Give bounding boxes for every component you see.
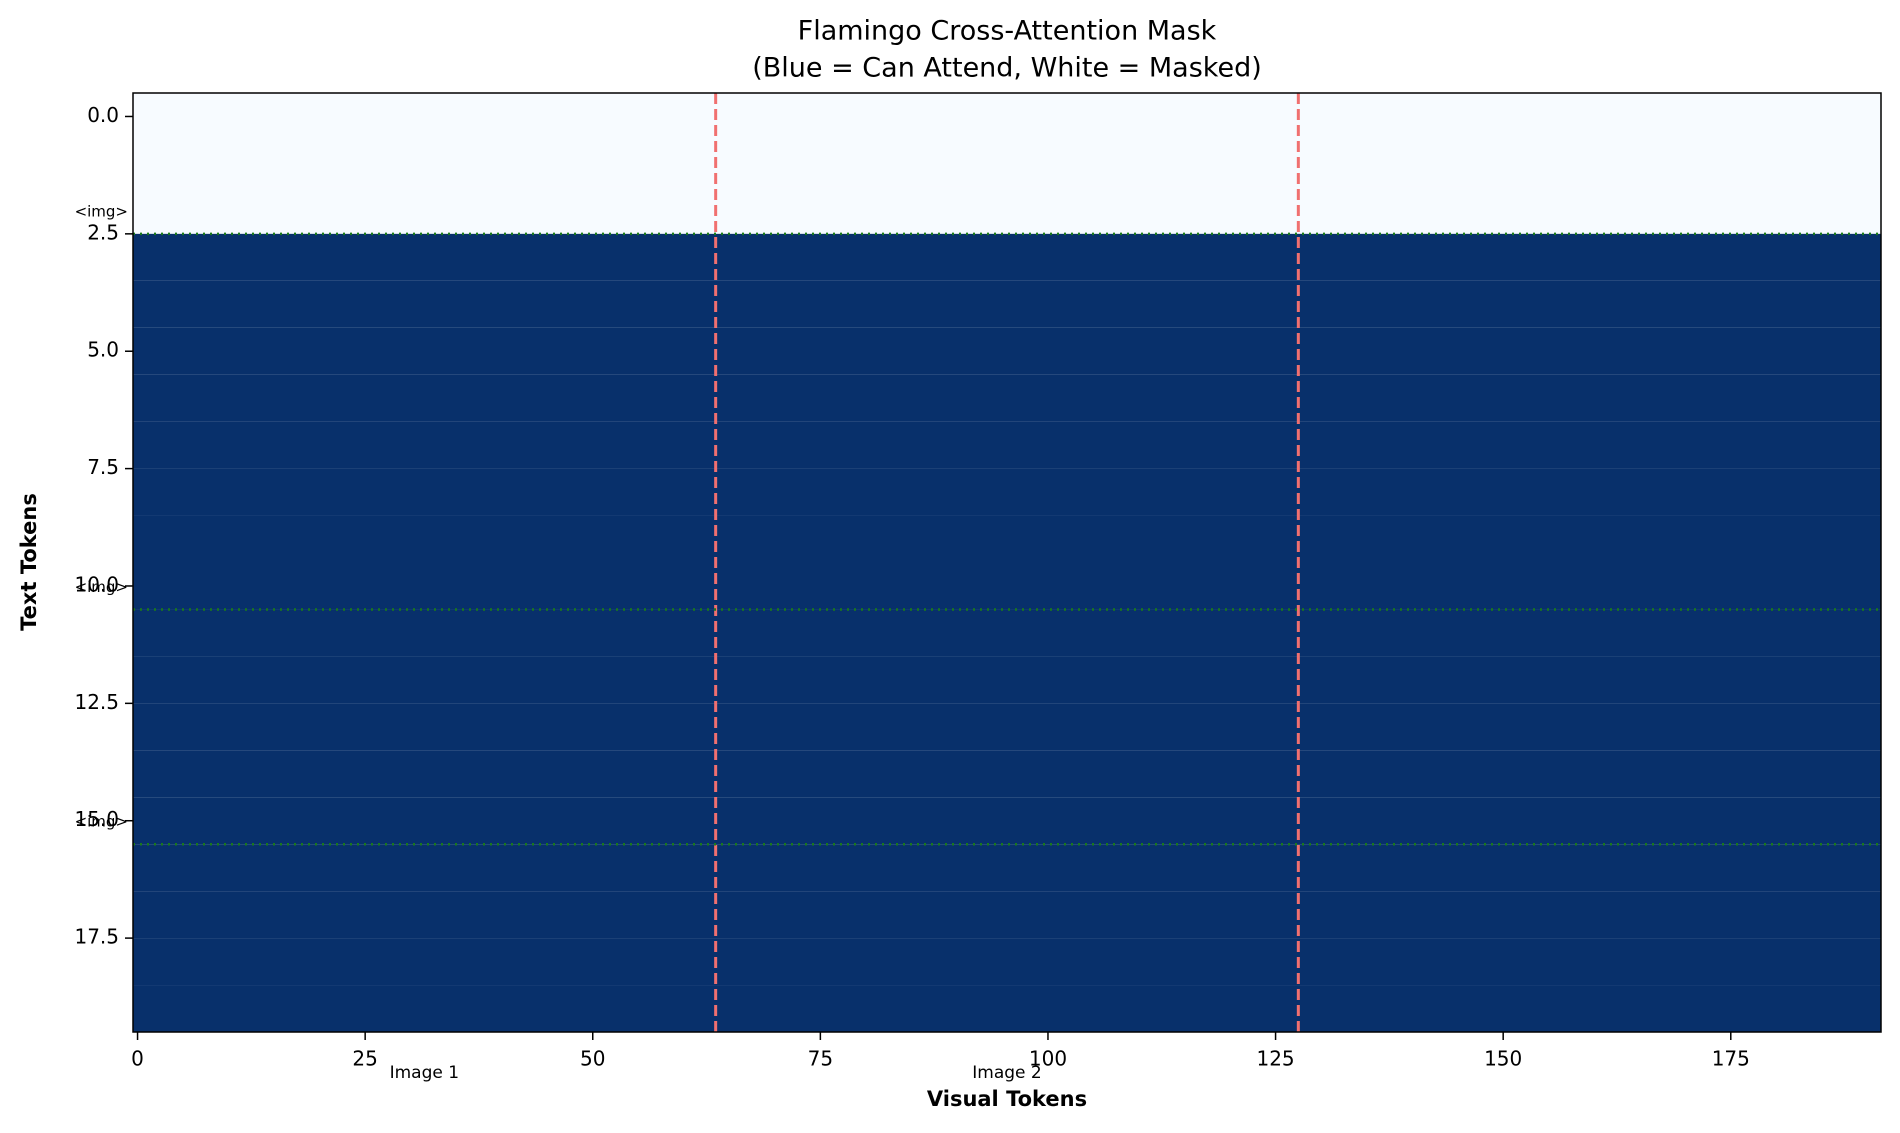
x-tick-label: 75: [808, 1047, 833, 1071]
heatmap-row: [133, 139, 1881, 187]
y-tick-label: 7.5: [87, 455, 119, 479]
heatmap-row: [133, 515, 1881, 563]
img-token-label: <img>: [75, 202, 128, 220]
img-token-label: <img>: [75, 813, 128, 831]
x-tick-label: 50: [580, 1047, 605, 1071]
heatmap-row: [133, 797, 1881, 845]
heatmap-row: [133, 609, 1881, 657]
y-tick-label: 15.0: [74, 807, 119, 831]
heatmap-row: [133, 327, 1881, 375]
y-tick-label: 12.5: [74, 690, 119, 714]
heatmap-row: [133, 468, 1881, 516]
chart-title: Flamingo Cross-Attention Mask: [798, 16, 1217, 47]
y-tick-label: 10.0: [74, 572, 119, 596]
x-tick-label: 175: [1712, 1047, 1750, 1071]
heatmap-row: [133, 421, 1881, 469]
x-tick-label: 100: [1029, 1047, 1067, 1071]
plot-frame: [132, 92, 1882, 1033]
heatmap-row: [133, 938, 1881, 986]
heatmap-row: [133, 93, 1881, 140]
heatmap-row: [133, 891, 1881, 939]
image-label: Image 1: [390, 1063, 459, 1083]
heatmap-row: [133, 844, 1881, 892]
x-tick-label: 125: [1256, 1047, 1294, 1071]
heatmap-row: [133, 186, 1881, 234]
heatmap-row: [133, 233, 1881, 281]
img-token-label: <img>: [75, 578, 128, 596]
x-tick-label: 25: [352, 1047, 377, 1071]
heatmap-row: [133, 562, 1881, 610]
heatmap-row: [133, 750, 1881, 798]
heatmap-row: [133, 703, 1881, 751]
heatmap-row: [133, 985, 1881, 1032]
y-tick-label: 17.5: [74, 925, 119, 949]
y-tick-label: 0.0: [87, 103, 119, 127]
heatmap-row: [133, 280, 1881, 328]
x-tick-label: 0: [131, 1047, 144, 1071]
x-tick-label: 150: [1484, 1047, 1522, 1071]
x-axis-label: Visual Tokens: [927, 1087, 1087, 1111]
heatmap-row: [133, 656, 1881, 704]
image-label: Image 2: [972, 1063, 1041, 1083]
y-tick-label: 2.5: [87, 220, 119, 244]
chart-subtitle: (Blue = Can Attend, White = Masked): [752, 53, 1262, 84]
y-tick-label: 5.0: [87, 338, 119, 362]
y-axis-label: Text Tokens: [17, 493, 41, 631]
heatmap-row: [133, 374, 1881, 422]
